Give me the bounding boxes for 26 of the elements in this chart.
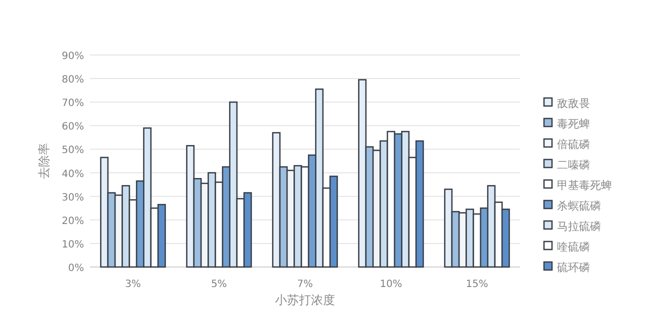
legend-label: 喹硫磷 bbox=[557, 240, 590, 254]
y-tick-label: 10% bbox=[62, 239, 84, 250]
legend-label: 甲基毒死蜱 bbox=[557, 179, 612, 192]
x-tick-label: 7% bbox=[297, 279, 313, 290]
legend-label: 倍硫磷 bbox=[557, 138, 590, 151]
y-tick-label: 50% bbox=[62, 145, 84, 156]
y-tick-label: 30% bbox=[62, 192, 84, 204]
y-tick-label: 20% bbox=[62, 216, 84, 227]
x-tick-label: 5% bbox=[211, 279, 227, 290]
x-tick-label: 15% bbox=[466, 279, 488, 290]
legend-label: 马拉硫磷 bbox=[557, 220, 601, 233]
x-axis-title: 小苏打浓度 bbox=[275, 293, 335, 307]
legend-label: 敌敌畏 bbox=[557, 97, 590, 110]
x-tick-label: 3% bbox=[125, 279, 141, 290]
y-tick-label: 90% bbox=[62, 51, 84, 62]
y-tick-label: 80% bbox=[62, 74, 84, 86]
y-tick-label: 70% bbox=[62, 98, 84, 110]
y-tick-label: 40% bbox=[62, 168, 84, 180]
legend-label: 毒死蜱 bbox=[557, 118, 590, 130]
y-axis-title: 去除率 bbox=[37, 143, 51, 179]
legend-label: 硫环磷 bbox=[557, 261, 590, 274]
y-tick-label: 0% bbox=[68, 263, 84, 274]
y-tick-label: 60% bbox=[62, 122, 84, 133]
legend-label: 二嗪磷 bbox=[557, 158, 590, 172]
legend-label: 杀螟硫磷 bbox=[557, 200, 601, 212]
x-tick-label: 10% bbox=[380, 279, 402, 290]
